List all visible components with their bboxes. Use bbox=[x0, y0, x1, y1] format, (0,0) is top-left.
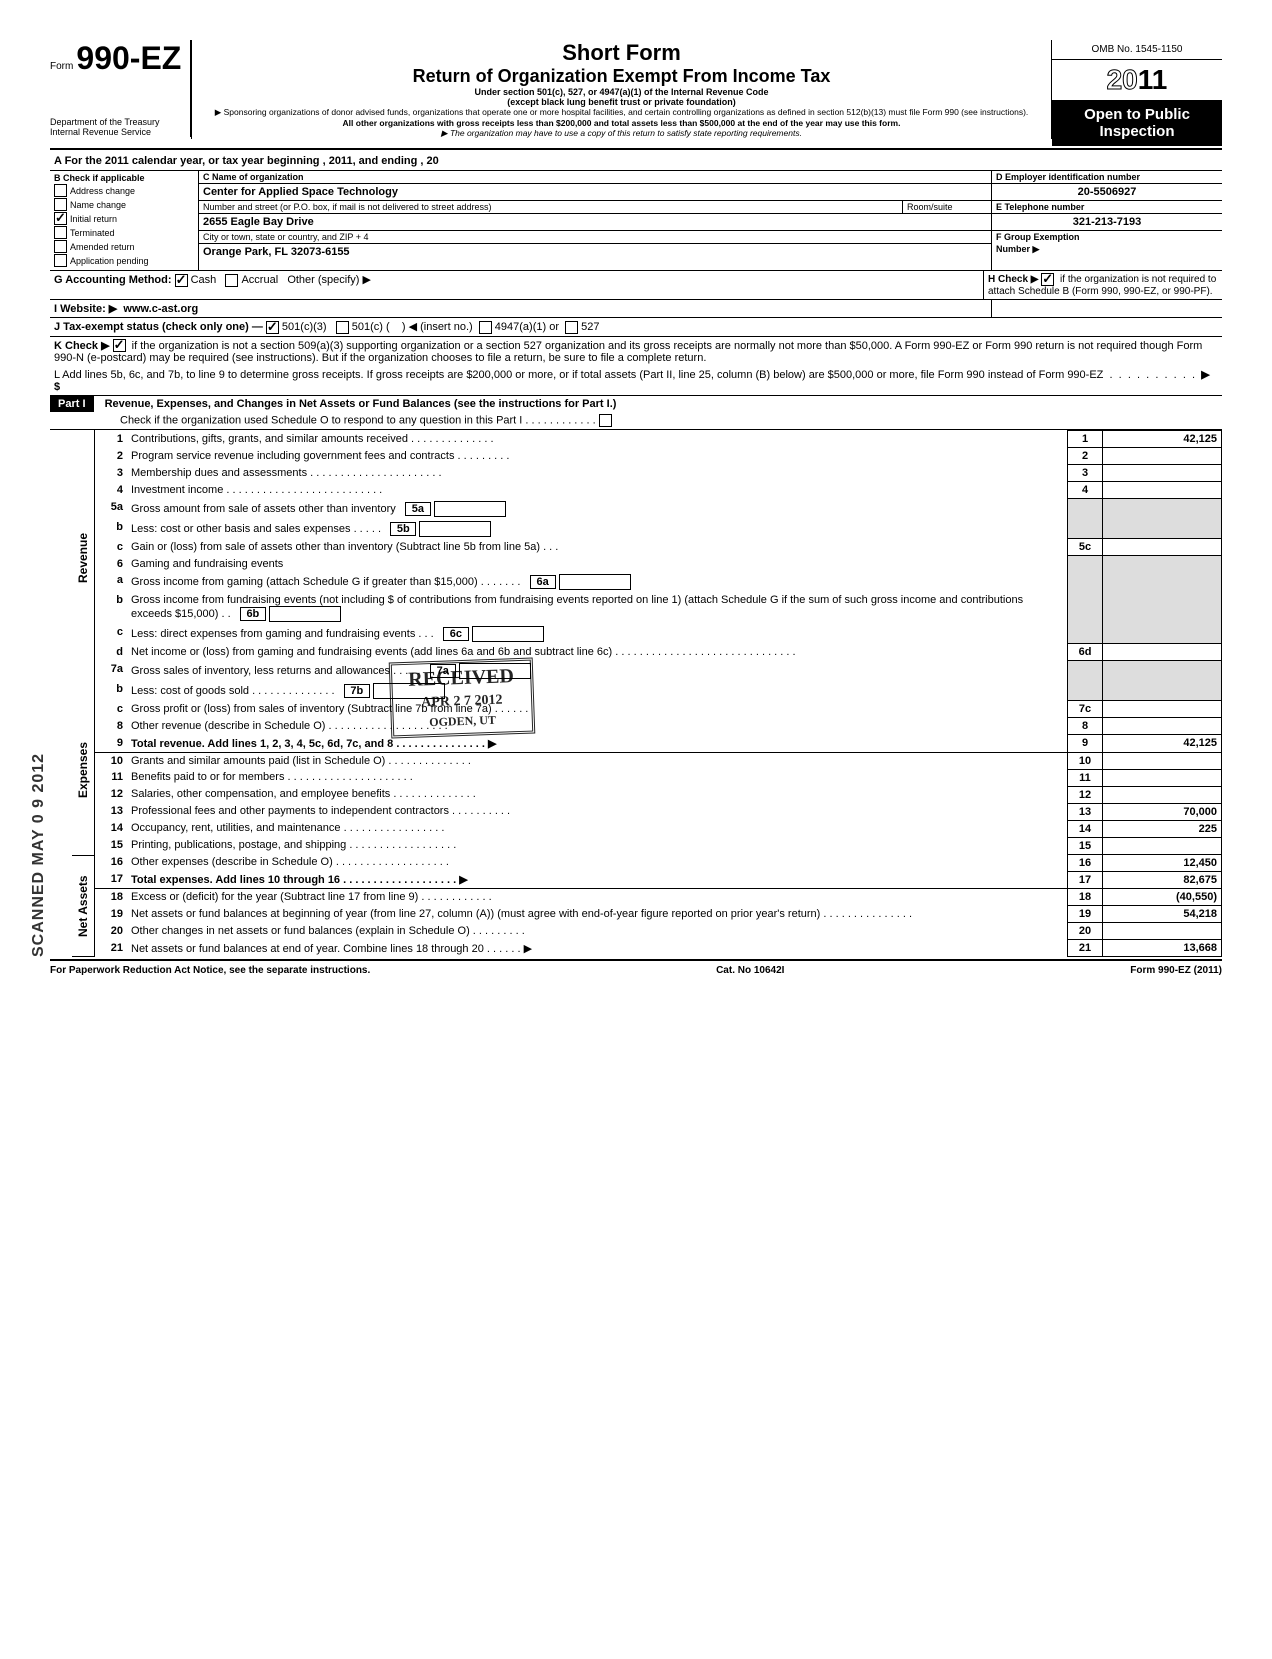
tax-year: 2011 bbox=[1052, 60, 1222, 100]
checkbox-initial-return[interactable] bbox=[54, 212, 67, 225]
org-address: 2655 Eagle Bay Drive bbox=[199, 214, 991, 231]
title-box: Short Form Return of Organization Exempt… bbox=[191, 40, 1052, 139]
ein: 20-5506927 bbox=[992, 184, 1222, 201]
checkbox-501c[interactable] bbox=[336, 321, 349, 334]
col-b-header: B Check if applicable bbox=[54, 173, 194, 183]
title-line3: ▶ Sponsoring organizations of donor advi… bbox=[200, 107, 1043, 118]
omb-number: OMB No. 1545-1150 bbox=[1052, 40, 1222, 60]
side-revenue: Revenue bbox=[72, 430, 94, 685]
title-sub: Return of Organization Exempt From Incom… bbox=[200, 66, 1043, 87]
form-number-box: Form 990-EZ Department of the Treasury I… bbox=[50, 40, 191, 137]
checkbox-schedule-o[interactable] bbox=[599, 414, 612, 427]
row-h: H Check ▶ if the organization is not req… bbox=[983, 271, 1222, 299]
footer: For Paperwork Reduction Act Notice, see … bbox=[50, 965, 1222, 976]
part1-header: Part I Revenue, Expenses, and Changes in… bbox=[50, 396, 1222, 430]
title-main: Short Form bbox=[200, 40, 1043, 66]
form-prefix: Form bbox=[50, 61, 73, 72]
row-k: K Check ▶ if the organization is not a s… bbox=[50, 337, 1222, 367]
right-box: OMB No. 1545-1150 2011 Open to Public In… bbox=[1052, 40, 1222, 146]
line-a: A For the 2011 calendar year, or tax yea… bbox=[50, 152, 1222, 171]
dept-treasury: Department of the Treasury bbox=[50, 117, 190, 127]
title-line5: ▶ The organization may have to use a cop… bbox=[200, 128, 1043, 139]
org-city: Orange Park, FL 32073-6155 bbox=[199, 244, 991, 260]
checkbox-k[interactable] bbox=[113, 339, 126, 352]
col-b: B Check if applicable Address change Nam… bbox=[50, 171, 199, 270]
checkbox-pending[interactable] bbox=[54, 254, 67, 267]
row-g: G Accounting Method: Cash Accrual Other … bbox=[50, 271, 983, 299]
checkbox-amended[interactable] bbox=[54, 240, 67, 253]
form-number: 990-EZ bbox=[76, 40, 181, 76]
dept-irs: Internal Revenue Service bbox=[50, 127, 190, 137]
open-to-public: Open to Public Inspection bbox=[1052, 100, 1222, 146]
checkbox-accrual[interactable] bbox=[225, 274, 238, 287]
title-line2: (except black lung benefit trust or priv… bbox=[200, 97, 1043, 107]
checkbox-527[interactable] bbox=[565, 321, 578, 334]
website: www.c-ast.org bbox=[123, 303, 198, 315]
row-j: J Tax-exempt status (check only one) — 5… bbox=[50, 318, 1222, 337]
checkbox-terminated[interactable] bbox=[54, 226, 67, 239]
checkbox-cash[interactable] bbox=[175, 274, 188, 287]
checkbox-501c3[interactable] bbox=[266, 321, 279, 334]
col-c: C Name of organization Center for Applie… bbox=[199, 171, 992, 270]
row-l: L Add lines 5b, 6c, and 7b, to line 9 to… bbox=[50, 366, 1222, 396]
col-d: D Employer identification number 20-5506… bbox=[992, 171, 1222, 270]
title-line4: All other organizations with gross recei… bbox=[200, 118, 1043, 128]
side-expenses: Expenses bbox=[72, 685, 94, 856]
org-name: Center for Applied Space Technology bbox=[199, 184, 991, 201]
checkbox-schedule-b[interactable] bbox=[1041, 273, 1054, 286]
lines-table: 1Contributions, gifts, grants, and simil… bbox=[95, 430, 1222, 957]
checkbox-address-change[interactable] bbox=[54, 184, 67, 197]
title-line1: Under section 501(c), 527, or 4947(a)(1)… bbox=[200, 87, 1043, 97]
checkbox-4947[interactable] bbox=[479, 321, 492, 334]
telephone: 321-213-7193 bbox=[992, 214, 1222, 231]
side-stamp-col: SCANNED MAY 0 9 2012 bbox=[50, 430, 72, 957]
side-netassets: Net Assets bbox=[72, 856, 94, 957]
row-i: I Website: ▶ www.c-ast.org bbox=[50, 300, 991, 317]
